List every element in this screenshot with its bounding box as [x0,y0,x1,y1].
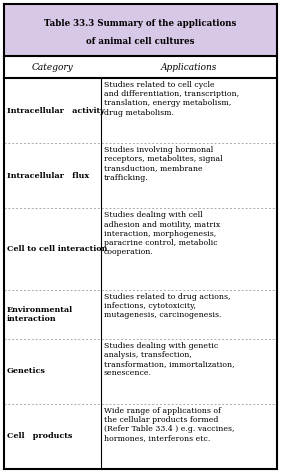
Text: Intracellular   activity: Intracellular activity [7,106,105,114]
Text: Studies dealing with cell
adhesion and motility, matrix
interaction, morphogenes: Studies dealing with cell adhesion and m… [104,211,220,256]
Text: Table 33.3 Summary of the applications: Table 33.3 Summary of the applications [44,19,237,28]
Text: Wide range of applications of
the cellular products formed
(Refer Table 33.4 ) e: Wide range of applications of the cellul… [104,407,234,442]
Text: Genetics: Genetics [7,367,46,375]
Text: Cell to cell interaction: Cell to cell interaction [7,245,107,253]
Text: Category: Category [31,62,73,71]
Text: Studies dealing with genetic
analysis, transfection,
transformation, immortaliza: Studies dealing with genetic analysis, t… [104,342,235,377]
Text: Intracellular   flux: Intracellular flux [7,172,89,180]
Text: Environmental
interaction: Environmental interaction [7,306,73,323]
Text: of animal cell cultures: of animal cell cultures [86,37,195,46]
Text: Studies related to cell cycle
and differentiation, transcription,
translation, e: Studies related to cell cycle and differ… [104,81,239,117]
Text: Applications: Applications [161,62,217,71]
Text: Cell   products: Cell products [7,432,72,440]
FancyBboxPatch shape [4,4,277,56]
Text: Studies involving hormonal
receptors, metabolites, signal
transduction, membrane: Studies involving hormonal receptors, me… [104,146,223,182]
Text: Studies related to drug actions,
infections, cytotoxicity,
mutagenesis, carcinog: Studies related to drug actions, infecti… [104,293,230,319]
